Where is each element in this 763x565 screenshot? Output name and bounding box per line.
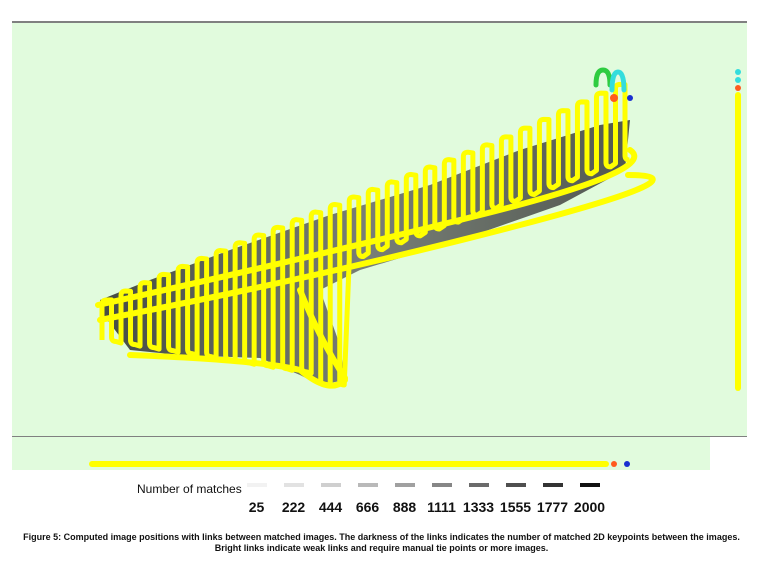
cross-flight-line (127, 352, 348, 389)
side-track-horizontal (89, 461, 630, 467)
legend-label: 444 (318, 499, 343, 515)
legend-swatch (505, 483, 526, 487)
legend-swatch (542, 483, 563, 487)
legend-title: Number of matches (137, 482, 242, 496)
cross-flight-line (297, 287, 348, 381)
legend-item: 1111 (423, 481, 460, 515)
marker-blue (627, 95, 633, 101)
legend-swatch (283, 483, 304, 487)
marker-cyan (609, 69, 627, 93)
legend-item: 222 (275, 481, 312, 515)
side-track-vertical (735, 69, 741, 391)
legend-item: 666 (349, 481, 386, 515)
legend-label: 666 (355, 499, 380, 515)
legend-label: 1333 (462, 499, 495, 515)
legend-label: 222 (281, 499, 306, 515)
legend-swatch (357, 483, 378, 487)
cross-flight-line (97, 172, 656, 323)
legend-label: 1111 (427, 499, 456, 515)
legend: 25 222 444 666 888 1111 1333 1555 1777 2000 (238, 481, 608, 515)
camera-track (95, 81, 656, 389)
legend-label: 1777 (536, 499, 569, 515)
legend-swatch (246, 483, 267, 487)
track-end-markers (593, 67, 633, 102)
legend-label: 2000 (573, 499, 606, 515)
marker-green (593, 67, 613, 88)
legend-item: 888 (386, 481, 423, 515)
legend-item: 2000 (571, 481, 608, 515)
flight-lines (99, 81, 630, 388)
legend-item: 444 (312, 481, 349, 515)
legend-item: 1333 (460, 481, 497, 515)
plot-area (12, 21, 747, 470)
legend-swatch (320, 483, 341, 487)
legend-swatch (431, 483, 452, 487)
legend-swatch (394, 483, 415, 487)
legend-item: 1777 (534, 481, 571, 515)
legend-swatch (579, 483, 600, 487)
legend-item: 25 (238, 481, 275, 515)
cross-flight-line (95, 147, 638, 308)
marker-orange (610, 94, 618, 102)
legend-label: 25 (248, 499, 265, 515)
figure-caption: Figure 5: Computed image positions with … (23, 532, 740, 553)
legend-label: 1555 (499, 499, 532, 515)
legend-label: 888 (392, 499, 417, 515)
legend-item: 1555 (497, 481, 534, 515)
legend-swatch (468, 483, 489, 487)
